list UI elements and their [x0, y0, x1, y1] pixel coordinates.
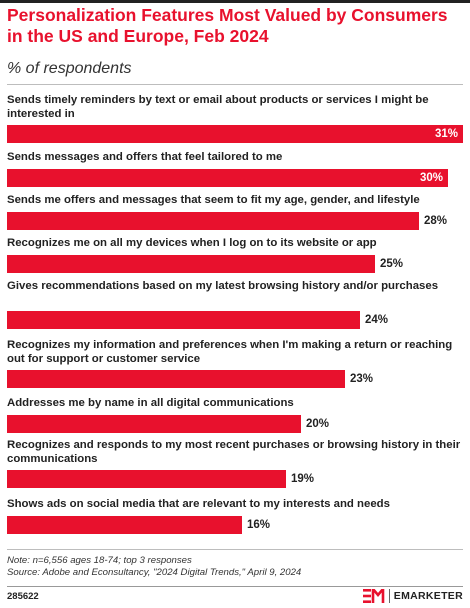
bar	[7, 515, 242, 534]
brand-separator	[388, 589, 390, 603]
category-label: Addresses me by name in all digital comm…	[7, 397, 294, 409]
data-label: 24%	[365, 314, 389, 326]
bar	[7, 254, 375, 273]
em-logo-icon	[362, 589, 385, 603]
bar	[7, 470, 286, 488]
bar	[7, 168, 448, 187]
bar	[7, 125, 463, 143]
data-label: 16%	[247, 518, 271, 531]
data-label: 20%	[306, 417, 330, 430]
data-label: 25%	[380, 257, 404, 270]
bar	[7, 414, 301, 433]
category-label: Sends timely reminders by text or email …	[7, 94, 429, 120]
data-label: 28%	[424, 214, 448, 227]
category-label: Recognizes my information and preference…	[7, 339, 453, 365]
category-label: Sends me offers and messages that seem t…	[7, 194, 420, 206]
chart-subtitle: % of respondents	[7, 60, 132, 77]
category-label: Gives recommendations based on my latest…	[7, 280, 439, 292]
top-rule	[0, 0, 470, 3]
data-label: 19%	[291, 473, 315, 485]
category-label: Sends messages and offers that feel tail…	[7, 151, 283, 163]
bar	[7, 211, 419, 230]
bar	[7, 311, 360, 329]
chart-title: Personalization Features Most Valued by …	[7, 5, 448, 46]
footer-divider	[7, 586, 463, 587]
data-label: 31%	[435, 128, 459, 140]
category-label: Recognizes me on all my devices when I l…	[7, 237, 377, 249]
data-label: 23%	[350, 373, 374, 385]
brand: EMARKETER	[362, 588, 463, 604]
brand-name: EMARKETER	[393, 590, 463, 602]
chart-bottom-divider	[7, 549, 463, 550]
header-divider	[7, 84, 463, 85]
category-label: Shows ads on social media that are relev…	[7, 498, 390, 510]
data-label: 30%	[420, 171, 444, 184]
note-text: Note: n=6,556 ages 18-74; top 3 response…	[7, 555, 192, 566]
chart-id: 285622	[7, 591, 39, 602]
bar	[7, 370, 345, 388]
chart-notes: Note: n=6,556 ages 18-74; top 3 response…	[7, 555, 301, 578]
source-text: Source: Adobe and Econsultancy, "2024 Di…	[7, 566, 302, 578]
category-label: Recognizes and responds to my most recen…	[7, 439, 461, 465]
